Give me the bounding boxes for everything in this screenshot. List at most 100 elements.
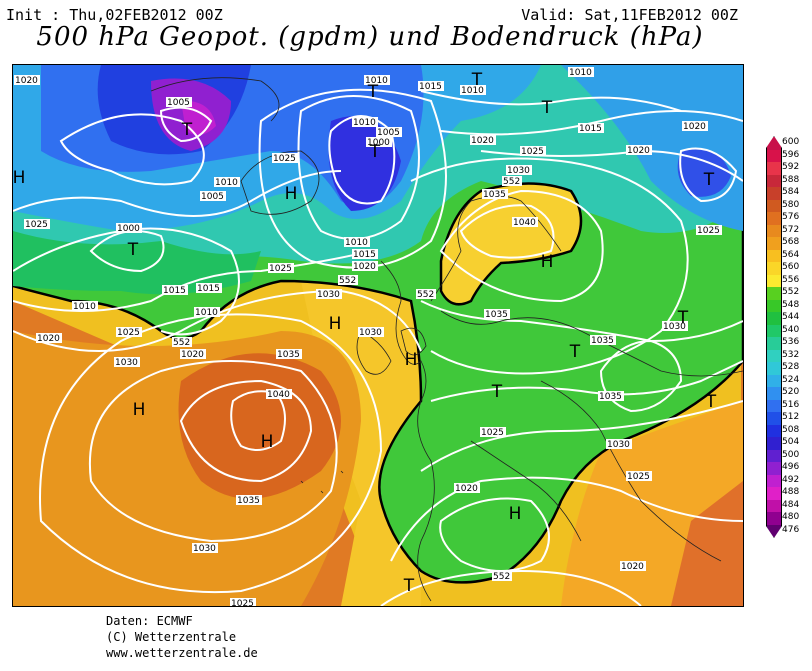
high-pressure-marker: H bbox=[133, 400, 146, 420]
pressure-label: 1025 bbox=[269, 264, 292, 274]
pressure-label: 1025 bbox=[481, 428, 504, 438]
pressure-label-bg bbox=[116, 223, 142, 233]
pressure-label-bg bbox=[502, 176, 522, 186]
pressure-label-bg bbox=[470, 135, 496, 145]
pressure-label-bg bbox=[192, 543, 218, 553]
pressure-label-bg bbox=[268, 263, 294, 273]
pressure-label: 1020 bbox=[471, 136, 494, 146]
pressure-label-bg bbox=[460, 85, 486, 95]
pressure-label-bg bbox=[366, 137, 392, 147]
legend-tick-label: 500 bbox=[782, 449, 800, 460]
legend-tick-label: 564 bbox=[782, 249, 800, 260]
legend-tick-label: 588 bbox=[782, 174, 800, 185]
legend-tick-label: 568 bbox=[782, 237, 800, 248]
legend-tick-label: 528 bbox=[782, 362, 800, 373]
legend-tick-label: 592 bbox=[782, 162, 800, 173]
pressure-label: 1020 bbox=[455, 484, 478, 494]
pressure-label: 1035 bbox=[483, 190, 506, 200]
pressure-label: 1015 bbox=[579, 124, 602, 134]
pressure-label-bg bbox=[338, 275, 358, 285]
pressure-label: 552 bbox=[503, 177, 520, 187]
pressure-label-bg bbox=[626, 471, 652, 481]
pressure-label-bg bbox=[172, 337, 192, 347]
low-pressure-marker: T bbox=[403, 576, 415, 596]
legend-swatch bbox=[767, 299, 781, 312]
pressure-label: 1005 bbox=[377, 128, 400, 138]
pressure-label-bg bbox=[196, 283, 222, 293]
pressure-label-bg bbox=[578, 123, 604, 133]
legend-swatch bbox=[767, 187, 781, 200]
legend-swatch bbox=[767, 524, 781, 537]
pressure-label-bg bbox=[272, 153, 298, 163]
pressure-label: 1025 bbox=[627, 472, 650, 482]
pressure-label: 1035 bbox=[277, 350, 300, 360]
legend-swatch bbox=[767, 224, 781, 237]
pressure-label-bg bbox=[72, 301, 98, 311]
legend-swatch bbox=[767, 387, 781, 400]
pressure-label-bg bbox=[620, 561, 646, 571]
legend-tick-label: 524 bbox=[782, 374, 800, 385]
legend-tick-label: 552 bbox=[782, 287, 800, 298]
pressure-label-bg bbox=[162, 285, 188, 295]
pressure-label: 1020 bbox=[353, 262, 376, 272]
pressure-label-bg bbox=[36, 333, 62, 343]
pressure-label-bg bbox=[236, 495, 262, 505]
pressure-label: 1030 bbox=[359, 328, 382, 338]
legend-swatch bbox=[767, 487, 781, 500]
pressure-label: 552 bbox=[339, 276, 356, 286]
pressure-label-bg bbox=[662, 321, 688, 331]
legend-tick-label: 576 bbox=[782, 212, 800, 223]
high-pressure-marker: H bbox=[509, 504, 522, 524]
pressure-label-bg bbox=[230, 598, 256, 606]
scandinavian-high bbox=[439, 182, 583, 306]
legend-tick-label: 544 bbox=[782, 312, 800, 323]
warm-core-high bbox=[178, 353, 341, 499]
high-pressure-marker: H bbox=[261, 432, 274, 452]
footer-url[interactable]: www.wetterzentrale.de bbox=[106, 646, 258, 660]
pressure-label: 1010 bbox=[73, 302, 96, 312]
legend-tick-label: 532 bbox=[782, 349, 800, 360]
isobars bbox=[13, 88, 743, 606]
pressure-label-bg bbox=[214, 177, 240, 187]
pressure-label-bg bbox=[418, 81, 444, 91]
footer-copyright: (C) Wetterzentrale bbox=[106, 630, 237, 644]
pressure-label-bg bbox=[606, 439, 632, 449]
pressure-label: 1010 bbox=[353, 118, 376, 128]
pressure-label-bg bbox=[416, 289, 436, 299]
weather-map: 1020 1010 1015 1010 1010 1005 1010 1005 1000 1015… bbox=[12, 64, 744, 607]
legend-tick-label: 508 bbox=[782, 424, 800, 435]
legend-swatch bbox=[767, 374, 781, 387]
valid-time: Valid: Sat,11FEB2012 00Z bbox=[521, 6, 738, 24]
legend-tick-label: 480 bbox=[782, 512, 800, 523]
legend-tick-label: 496 bbox=[782, 462, 800, 473]
legend-tick-label: 476 bbox=[782, 524, 800, 535]
pressure-label: 1015 bbox=[353, 250, 376, 260]
pressure-label: 1025 bbox=[273, 154, 296, 164]
pressure-label: 1005 bbox=[201, 192, 224, 202]
high-pressure-marker: H bbox=[405, 350, 418, 370]
pressure-label: 1010 bbox=[345, 238, 368, 248]
pressure-label: 1005 bbox=[167, 98, 190, 108]
pressure-label: 1040 bbox=[513, 218, 536, 228]
pressure-label: 1000 bbox=[117, 224, 140, 234]
pressure-label-bg bbox=[682, 121, 708, 131]
low-pressure-marker: T bbox=[369, 142, 381, 162]
pressure-label-bg bbox=[358, 327, 384, 337]
pressure-label: 1000 bbox=[367, 138, 390, 148]
legend-swatch bbox=[767, 462, 781, 475]
pressure-label-bg bbox=[14, 75, 40, 85]
pressure-label-bg bbox=[276, 349, 302, 359]
pressure-label-bg bbox=[266, 389, 292, 399]
legend-swatch bbox=[767, 262, 781, 275]
legend-swatch bbox=[767, 287, 781, 300]
color-legend bbox=[766, 136, 782, 538]
pressure-label: 1020 bbox=[181, 350, 204, 360]
pressure-label-bg bbox=[166, 97, 192, 107]
pressure-label-bg bbox=[344, 237, 370, 247]
pressure-label-bg bbox=[180, 349, 206, 359]
pressure-label: 1020 bbox=[37, 334, 60, 344]
low-pressure-marker: T bbox=[705, 392, 717, 412]
legend-swatch bbox=[767, 212, 781, 225]
pressure-label-bg bbox=[352, 261, 378, 271]
